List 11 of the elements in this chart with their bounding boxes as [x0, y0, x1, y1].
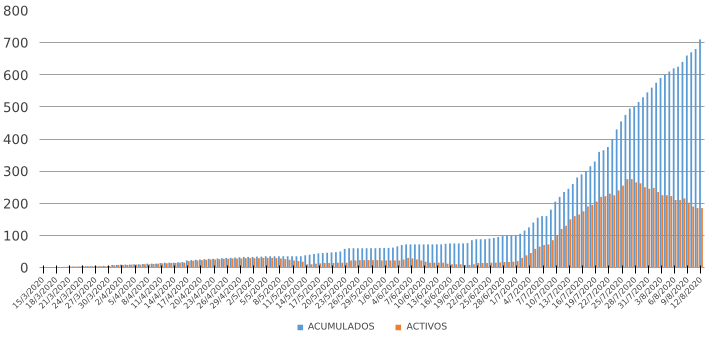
y-tick-label: 800 [3, 4, 29, 20]
legend-label: ACUMULADOS [308, 322, 375, 332]
y-tick-label: 500 [3, 100, 29, 116]
y-tick-label: 400 [3, 133, 29, 148]
y-tick-label: 100 [3, 229, 29, 244]
y-tick-label: 600 [3, 68, 29, 84]
y-tick-label: 700 [3, 36, 29, 52]
legend-label: ACTIVOS [406, 322, 448, 332]
y-tick-label: 0 [20, 262, 29, 276]
y-tick-label: 300 [3, 165, 29, 180]
y-tick-label: 200 [3, 197, 29, 212]
